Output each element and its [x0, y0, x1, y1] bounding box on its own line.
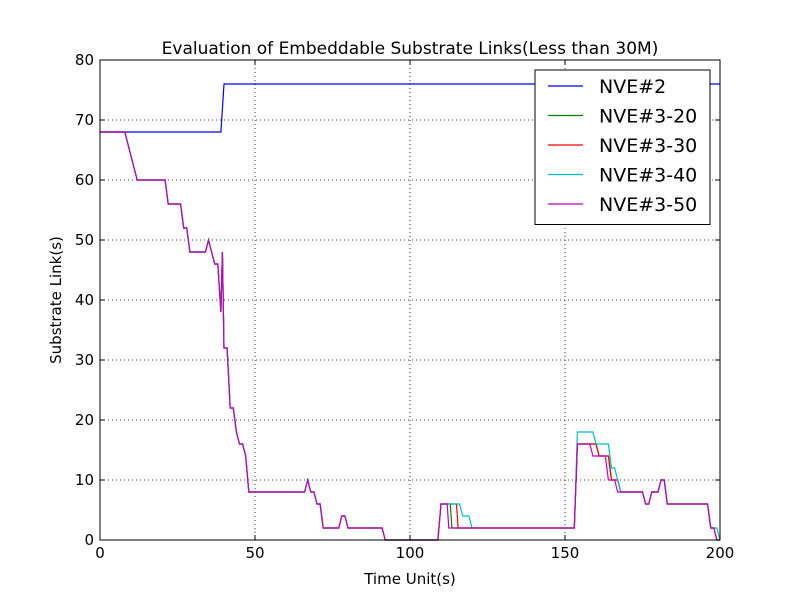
x-tick-label: 50	[245, 544, 264, 562]
legend-label: NVE#3-30	[599, 135, 697, 157]
chart-title: Evaluation of Embeddable Substrate Links…	[162, 39, 659, 59]
x-tick-label: 150	[551, 544, 580, 562]
y-tick-label: 70	[75, 111, 94, 129]
legend-label: NVE#3-40	[599, 165, 697, 187]
legend: NVE#2 NVE#3-20 NVE#3-30 NVE#3-40 NVE#3-50	[534, 69, 711, 225]
x-axis-label: Time Unit(s)	[363, 570, 456, 588]
y-tick-label: 20	[75, 411, 94, 429]
x-tick-label: 0	[95, 544, 105, 562]
series-line-nve-2	[100, 83, 720, 133]
y-tick-label: 0	[84, 531, 94, 549]
axis-ticks: 0 50 100 150 200 0 10 20 30 40 50 60 70 80	[75, 51, 734, 562]
y-tick-label: 30	[75, 351, 94, 369]
legend-label: NVE#3-50	[599, 194, 697, 216]
x-tick-label: 200	[706, 544, 735, 562]
y-tick-label: 40	[75, 291, 94, 309]
y-tick-label: 80	[75, 51, 94, 69]
y-tick-label: 60	[75, 171, 94, 189]
series-line-nve-3-50	[100, 131, 720, 541]
y-tick-label: 50	[75, 231, 94, 249]
series-lines	[100, 83, 721, 541]
legend-label: NVE#3-20	[599, 106, 697, 128]
x-tick-label: 100	[396, 544, 425, 562]
y-axis-label: Substrate Link(s)	[47, 236, 65, 364]
legend-box	[534, 69, 711, 225]
legend-label: NVE#2	[599, 76, 666, 98]
y-tick-label: 10	[75, 471, 94, 489]
